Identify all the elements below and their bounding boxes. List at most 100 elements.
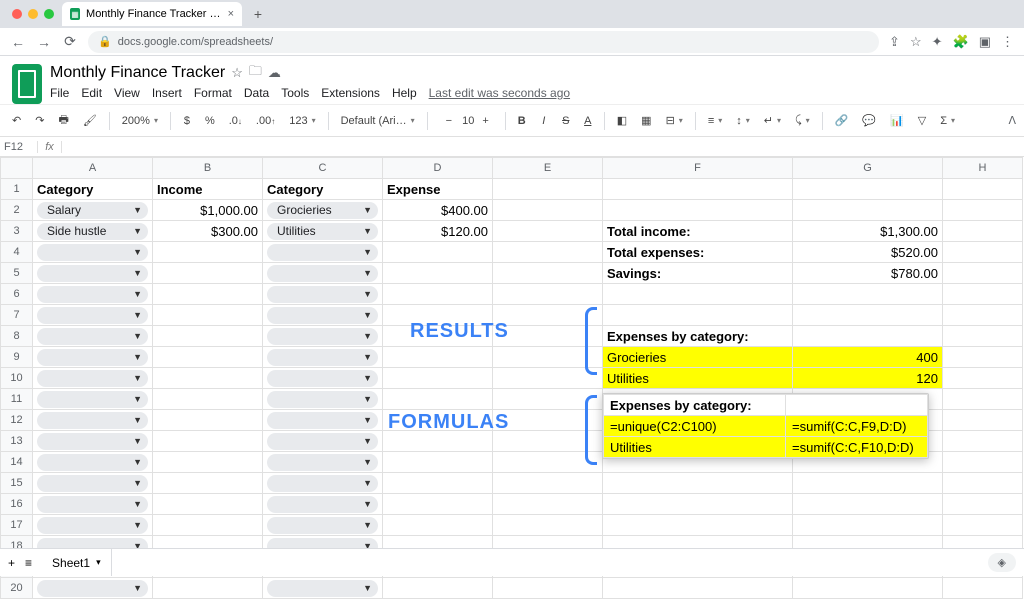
cell[interactable]: ▼ [33,389,153,410]
dropdown-chip[interactable]: ▼ [267,244,378,261]
cell[interactable]: ▼ [33,284,153,305]
cell[interactable] [383,578,493,599]
cell[interactable] [943,242,1023,263]
cell[interactable]: ▼ [33,347,153,368]
row-header[interactable]: 5 [1,263,33,284]
cell[interactable]: ▼ [33,473,153,494]
dropdown-chip[interactable]: ▼ [37,286,148,303]
cell[interactable]: ▼ [263,431,383,452]
undo-icon[interactable]: ↶ [8,112,25,129]
cell[interactable]: Utilities▼ [263,221,383,242]
cell[interactable] [383,431,493,452]
cell[interactable] [493,242,603,263]
reload-icon[interactable]: ⟳ [62,33,78,50]
filter-button[interactable]: ▽ [914,112,930,129]
dropdown-chip[interactable]: ▼ [267,517,378,534]
cell[interactable] [793,515,943,536]
menu-insert[interactable]: Insert [152,86,182,100]
menu-extensions[interactable]: Extensions [321,86,380,100]
cell[interactable] [793,179,943,200]
dropdown-chip[interactable]: ▼ [37,328,148,345]
col-header-a[interactable]: A [33,158,153,179]
row-header[interactable]: 2 [1,200,33,221]
cell[interactable] [493,452,603,473]
row-header[interactable]: 8 [1,326,33,347]
select-all-corner[interactable] [1,158,33,179]
col-header-e[interactable]: E [493,158,603,179]
cell[interactable] [493,473,603,494]
valign-button[interactable]: ↕▾ [732,113,754,129]
cell[interactable]: ▼ [33,494,153,515]
text-color-button[interactable]: A [580,113,596,129]
cell[interactable]: ▼ [263,242,383,263]
cell[interactable] [153,326,263,347]
cell[interactable] [603,179,793,200]
dropdown-chip[interactable]: Grocieries▼ [267,202,378,219]
cell[interactable] [943,263,1023,284]
col-header-b[interactable]: B [153,158,263,179]
cell[interactable]: ▼ [263,410,383,431]
cell[interactable] [603,578,793,599]
rotate-button[interactable]: ⤹▾ [791,112,814,129]
wrap-button[interactable]: ↵▾ [760,112,785,129]
cell[interactable] [603,494,793,515]
menu-view[interactable]: View [114,86,140,100]
new-tab-button[interactable]: + [248,6,268,22]
row-header[interactable]: 9 [1,347,33,368]
dropdown-chip[interactable]: ▼ [37,496,148,513]
cell[interactable] [383,452,493,473]
cell[interactable]: Savings: [603,263,793,284]
cell[interactable] [153,242,263,263]
cell[interactable]: 120 [793,368,943,389]
all-sheets-button[interactable]: ≡ [25,556,32,570]
cell[interactable] [493,410,603,431]
dropdown-chip[interactable]: ▼ [37,475,148,492]
cell[interactable] [153,347,263,368]
cell[interactable] [943,284,1023,305]
cell[interactable]: $520.00 [793,242,943,263]
cell[interactable] [383,473,493,494]
row-header[interactable]: 15 [1,473,33,494]
cell[interactable]: ▼ [263,578,383,599]
percent-button[interactable]: % [201,113,219,129]
comment-button[interactable]: 💬 [858,112,880,129]
cell[interactable] [943,221,1023,242]
cell[interactable]: ▼ [263,284,383,305]
cell[interactable]: $300.00 [153,221,263,242]
cell[interactable] [383,263,493,284]
dropdown-chip[interactable]: Utilities▼ [267,223,378,240]
dropdown-chip[interactable]: ▼ [267,286,378,303]
cell[interactable] [493,515,603,536]
currency-button[interactable]: $ [179,113,195,129]
cell[interactable] [943,578,1023,599]
dropdown-chip[interactable]: ▼ [267,496,378,513]
cell[interactable]: ▼ [263,368,383,389]
dropdown-chip[interactable]: ▼ [37,412,148,429]
share-icon[interactable]: ⇪ [889,34,900,50]
menu-icon[interactable]: ⋮ [1001,34,1014,50]
dropdown-chip[interactable]: ▼ [267,370,378,387]
link-button[interactable]: 🔗 [831,112,853,129]
cell[interactable] [943,305,1023,326]
cell[interactable]: Expenses by category: [603,326,793,347]
cell[interactable]: ▼ [33,326,153,347]
cell[interactable] [383,410,493,431]
menu-edit[interactable]: Edit [81,86,102,100]
cell[interactable] [493,368,603,389]
col-header-h[interactable]: H [943,158,1023,179]
cell[interactable]: Side hustle▼ [33,221,153,242]
row-header[interactable]: 20 [1,578,33,599]
menu-file[interactable]: File [50,86,69,100]
col-header-c[interactable]: C [263,158,383,179]
maximize-window-icon[interactable] [44,9,54,19]
close-window-icon[interactable] [12,9,22,19]
menu-help[interactable]: Help [392,86,417,100]
cell[interactable] [153,284,263,305]
menu-tools[interactable]: Tools [281,86,309,100]
dropdown-chip[interactable]: ▼ [37,517,148,534]
dropdown-chip[interactable]: ▼ [37,307,148,324]
cell[interactable] [943,410,1023,431]
cell[interactable]: ▼ [33,578,153,599]
print-icon[interactable]: 🖶 [54,109,72,132]
dropdown-chip[interactable]: ▼ [267,412,378,429]
